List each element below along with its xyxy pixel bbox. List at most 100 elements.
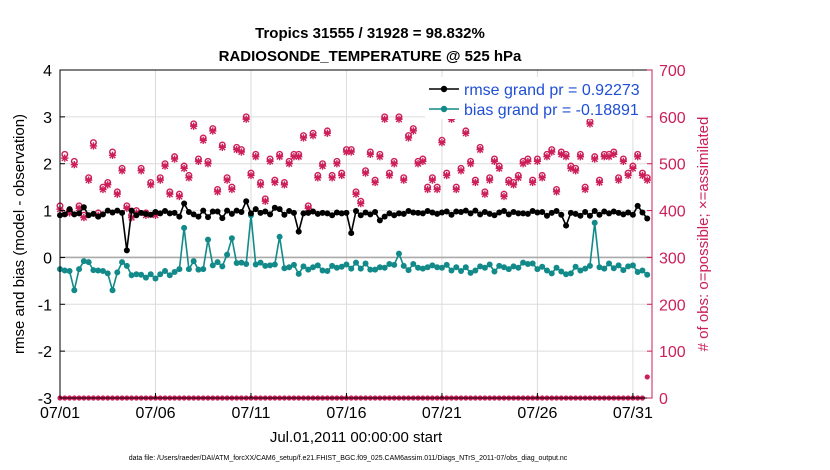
- rmse-point: [319, 209, 326, 216]
- bias-point: [405, 267, 412, 274]
- bias-point: [353, 259, 359, 266]
- bias-point: [505, 266, 512, 273]
- rmse-point: [567, 209, 574, 216]
- obs-assimilated-point: [261, 197, 269, 205]
- plot-area: [60, 70, 652, 398]
- obs-assimilated-point: [409, 127, 417, 135]
- bias-point: [310, 264, 317, 271]
- bias-point: [80, 258, 87, 265]
- rmse-point: [233, 207, 240, 214]
- bias-point: [348, 265, 355, 272]
- bias-point: [228, 235, 235, 242]
- rmse-point: [563, 222, 570, 229]
- bias-point: [572, 263, 579, 270]
- obs-assimilated-point: [323, 129, 331, 137]
- bias-point: [462, 264, 469, 271]
- obs-assimilated-point: [524, 157, 532, 166]
- rmse-point: [166, 210, 173, 217]
- bias-point: [357, 265, 364, 272]
- right-y-tick-label: 0: [659, 391, 668, 408]
- bias-point: [367, 266, 374, 273]
- bias-point: [181, 224, 188, 231]
- right-y-tick-label: 400: [659, 204, 686, 221]
- rmse-point: [601, 208, 608, 215]
- obs-assimilated-point: [428, 176, 437, 184]
- bias-point: [534, 266, 541, 273]
- obs-assimilated-point: [271, 178, 279, 187]
- obs-assimilated-point: [180, 164, 188, 173]
- obs-assimilated-point: [538, 174, 546, 182]
- obs-assimilated-point: [309, 131, 317, 140]
- bias-point: [458, 268, 465, 275]
- rmse-point: [276, 206, 283, 213]
- obs-assimilated-point: [285, 160, 293, 168]
- obs-assimilated-point: [586, 120, 594, 128]
- obs-assimilated-point: [404, 134, 413, 142]
- bias-point: [391, 261, 398, 268]
- rmse-point: [205, 214, 211, 221]
- bias-series: [57, 212, 651, 294]
- bias-point: [586, 262, 593, 269]
- bias-point: [142, 274, 149, 281]
- rmse-point: [157, 210, 164, 217]
- rmse-point: [247, 210, 254, 217]
- obs-assimilated-point: [118, 167, 126, 175]
- obs-assimilated-point: [170, 155, 179, 163]
- obs-assimilated-point: [156, 176, 164, 184]
- bias-point: [381, 264, 388, 271]
- data-file-note: data file: /Users/raeder/DAI/ATM_forcXX/…: [129, 455, 568, 462]
- x-tick-label: 07/21: [422, 405, 462, 422]
- bias-point: [233, 260, 240, 267]
- rmse-point: [209, 208, 216, 215]
- obs-assimilated-point: [457, 167, 465, 175]
- bias-point: [128, 272, 135, 279]
- rmse-point: [114, 207, 121, 214]
- right-y-axis-label: # of obs: o=possible; ×=assimilated: [695, 117, 712, 352]
- rmse-point: [486, 210, 493, 217]
- rmse-point: [381, 213, 388, 220]
- bias-point: [99, 268, 106, 275]
- legend-box: [425, 77, 645, 119]
- rmse-point: [281, 211, 288, 218]
- bias-point: [257, 259, 264, 266]
- bias-point: [615, 262, 622, 269]
- rmse-point: [238, 208, 245, 215]
- rmse-point: [515, 210, 522, 217]
- bias-point: [114, 269, 121, 276]
- rmse-point: [395, 210, 402, 217]
- bias-point: [543, 267, 550, 274]
- bias-point: [205, 236, 211, 243]
- left-y-tick-label: 3: [43, 110, 52, 127]
- obs-assimilated-point: [209, 127, 217, 135]
- rmse-point: [386, 210, 393, 217]
- bias-point: [338, 263, 345, 270]
- rmse-point: [185, 208, 192, 215]
- left-y-tick-label: 4: [43, 63, 52, 80]
- rmse-point: [171, 209, 178, 216]
- obs-assimilated-point: [486, 176, 494, 184]
- bias-point: [252, 261, 259, 268]
- left-y-tick-label: -1: [38, 297, 52, 314]
- obs-assimilated-point: [347, 148, 355, 156]
- left-y-tick-label: 2: [43, 157, 52, 174]
- bias-point: [171, 268, 178, 275]
- obs-assimilated-point: [634, 153, 642, 161]
- obs-assimilated-point: [256, 181, 265, 189]
- rmse-point: [510, 208, 517, 215]
- bias-point: [147, 271, 154, 278]
- rmse-point: [644, 215, 651, 222]
- right-y-tick-label: 500: [659, 157, 686, 174]
- rmse-point: [524, 210, 531, 217]
- chart-title-line2: RADIOSONDE_TEMPERATURE @ 525 hPa: [219, 48, 522, 65]
- rmse-point: [262, 208, 269, 215]
- obs-assimilated-point: [228, 185, 236, 194]
- bias-point: [582, 265, 589, 272]
- obs-assimilated-point: [333, 160, 341, 168]
- rmse-point: [424, 208, 431, 215]
- obs-assimilated-point: [509, 181, 518, 189]
- bias-point: [610, 265, 617, 272]
- obs-assimilated-point: [352, 190, 360, 198]
- left-y-tick-label: 1: [43, 204, 52, 221]
- obs-assimilated-point: [529, 178, 537, 187]
- bias-point: [563, 271, 570, 278]
